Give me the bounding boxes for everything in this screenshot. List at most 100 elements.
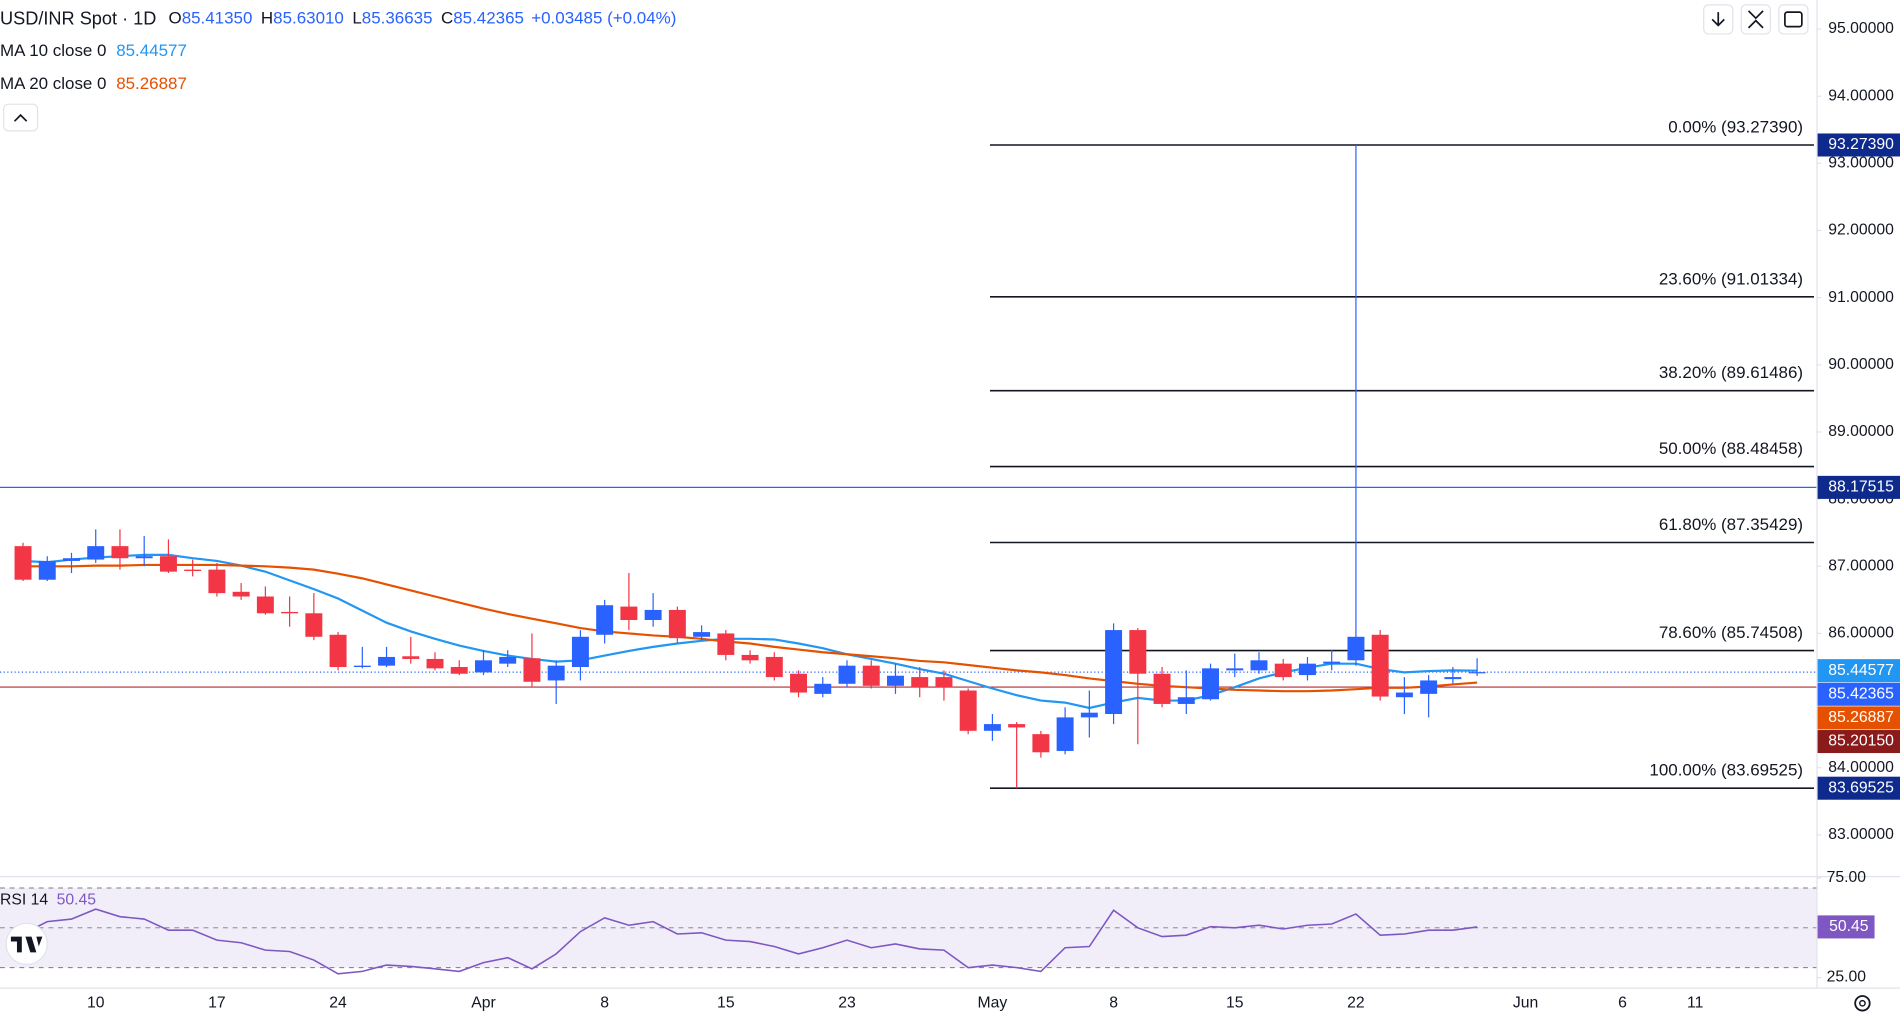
y-tick-label: 93.00000 xyxy=(1828,155,1894,172)
y-tick-label: 92.00000 xyxy=(1828,222,1894,239)
download-icon xyxy=(1711,12,1725,27)
y-tick-label: 90.00000 xyxy=(1828,356,1894,373)
candle-body xyxy=(1274,663,1292,678)
price-badge xyxy=(1817,659,1900,683)
ma-legend-name: MA 10 close 0 xyxy=(0,42,107,61)
y-tick-label: 86.00000 xyxy=(1828,625,1894,642)
settings-icon[interactable] xyxy=(1854,995,1871,1012)
ohlc-value: 85.42365 xyxy=(453,9,524,28)
candle-body xyxy=(814,683,832,694)
candle-body xyxy=(402,656,420,659)
rsi-legend-name: RSI 14 xyxy=(0,891,48,908)
x-tick-label: 6 xyxy=(1618,994,1627,1011)
price-badge xyxy=(1817,133,1900,157)
symbol-title: USD/INR Spot · 1D xyxy=(0,8,156,28)
candle-body xyxy=(1298,663,1316,676)
x-tick-label: 23 xyxy=(838,994,856,1011)
y-tick-label: 25.00 xyxy=(1827,969,1867,986)
price-badge xyxy=(1817,706,1900,730)
candle-body xyxy=(1323,661,1341,664)
price-badge-label: 83.69525 xyxy=(1828,779,1894,796)
x-tick-label: May xyxy=(978,994,1008,1011)
ma-legend-name: MA 20 close 0 xyxy=(0,74,107,93)
logo-circle xyxy=(5,922,48,966)
collapse-icon xyxy=(13,113,28,122)
candle-body xyxy=(1105,630,1123,715)
candle-body xyxy=(571,636,589,668)
price-badge xyxy=(1817,475,1900,499)
candle-body xyxy=(1153,673,1171,704)
moving-average xyxy=(23,563,1478,693)
x-tick-label: 8 xyxy=(1109,994,1118,1011)
candle-body xyxy=(596,605,614,635)
ohlc-key: L xyxy=(352,9,361,28)
candle-body xyxy=(281,611,299,614)
candle-body xyxy=(1444,677,1462,680)
candle-body xyxy=(1468,672,1486,674)
candle-body xyxy=(232,591,250,597)
candle-body xyxy=(741,654,759,661)
candle-body xyxy=(159,556,177,572)
x-tick-label: 15 xyxy=(1226,994,1244,1011)
candle-body xyxy=(63,558,80,561)
price-badge-label: 85.20150 xyxy=(1828,733,1894,750)
rsi-badge xyxy=(1817,915,1875,939)
candle-body xyxy=(959,690,977,731)
collapse-button-box[interactable] xyxy=(3,103,39,132)
settings-button[interactable] xyxy=(1854,995,1871,1012)
candle-body xyxy=(644,609,662,621)
candle-body xyxy=(1129,630,1147,674)
x-tick-label: 24 xyxy=(329,994,347,1011)
x-tick-label: 22 xyxy=(1347,994,1365,1011)
candle-body xyxy=(1008,724,1026,728)
fib-label: 23.60% (91.01334) xyxy=(1659,269,1803,288)
candle-body xyxy=(911,677,929,688)
candle-body xyxy=(886,675,904,686)
toolbar xyxy=(1703,4,1809,35)
candle-body xyxy=(1032,734,1050,753)
collapse-button[interactable] xyxy=(3,103,39,132)
candle-body xyxy=(256,596,274,614)
candle-body xyxy=(475,660,492,673)
fib-label: 61.80% (87.35429) xyxy=(1659,515,1803,534)
y-tick-label: 94.00000 xyxy=(1828,87,1894,104)
candle-body xyxy=(620,606,638,621)
rsi-line xyxy=(22,908,1478,975)
candle-body xyxy=(838,665,856,684)
candle-body xyxy=(983,724,1001,731)
candle-body xyxy=(1371,634,1389,697)
candle-body xyxy=(1080,712,1098,718)
candle-body xyxy=(693,632,711,637)
candle-body xyxy=(450,667,468,674)
collapse-all-icon xyxy=(1747,10,1764,29)
y-tick-label: 75.00 xyxy=(1827,869,1867,886)
price-badge xyxy=(1817,730,1900,754)
ohlc-value: 85.63010 xyxy=(273,9,344,28)
candle-body xyxy=(547,665,565,681)
x-tick-label: 15 xyxy=(717,994,735,1011)
candle-body xyxy=(499,656,517,664)
x-tick-label: 10 xyxy=(87,994,105,1011)
candle-body xyxy=(305,613,323,637)
price-badge-label: 93.27390 xyxy=(1828,136,1894,153)
ohlc-key: O xyxy=(169,9,182,28)
ohlc-key: H xyxy=(261,9,273,28)
x-tick-label: 8 xyxy=(600,994,609,1011)
x-tick-label: 17 xyxy=(208,994,226,1011)
ohlc-key: C xyxy=(441,9,453,28)
fullscreen-button[interactable] xyxy=(1778,4,1809,35)
fib-label: 100.00% (83.69525) xyxy=(1649,761,1803,780)
candle-body xyxy=(1202,668,1220,700)
candle-body xyxy=(935,677,953,688)
collapse-all-button[interactable] xyxy=(1740,4,1771,35)
candle-body xyxy=(14,546,32,580)
logo-mark xyxy=(10,936,43,953)
x-tick-label: Apr xyxy=(471,994,496,1011)
settings-icon-center xyxy=(1859,999,1866,1007)
plot: 10 17 24 Apr 8 15 23 May 8 15 22 Jun 6 11 95.00000 94.0… xyxy=(0,20,1900,1011)
candle-body xyxy=(1395,692,1413,698)
candle-body xyxy=(1177,697,1195,704)
y-tick-label: 84.00000 xyxy=(1828,759,1894,776)
chart-header: USD/INR Spot · 1D O85.41350 H85.63010 L85.3… xyxy=(0,8,676,28)
